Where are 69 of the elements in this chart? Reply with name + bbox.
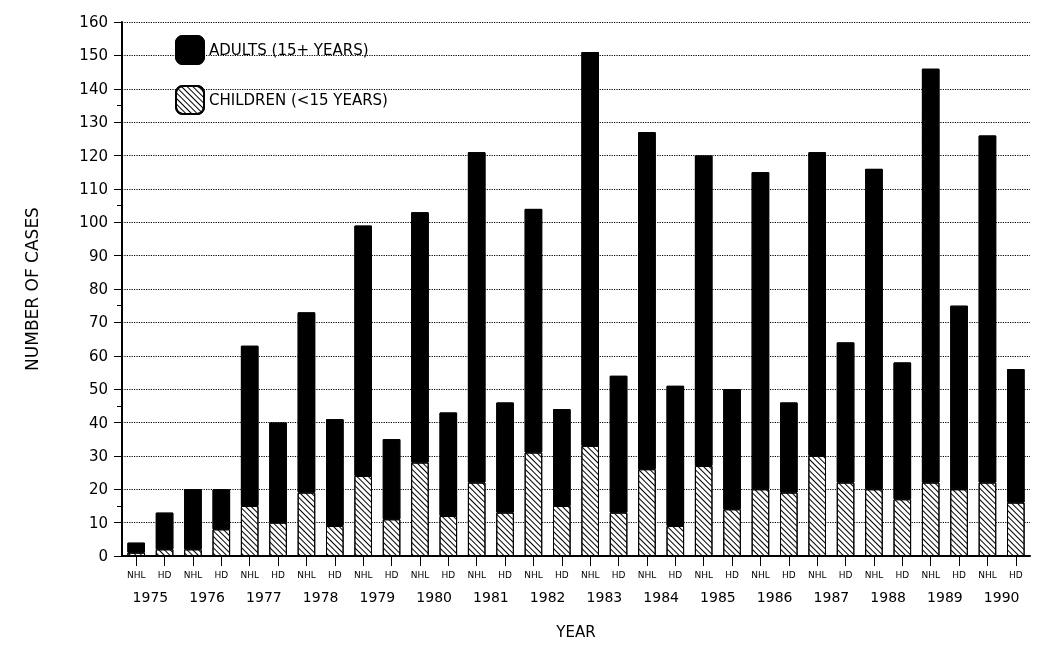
x-tick-label: HD xyxy=(895,569,910,580)
x-tick-label: HD xyxy=(327,569,342,580)
y-tick-label: 160 xyxy=(79,13,108,31)
x-tick-label: HD xyxy=(384,569,399,580)
y-tick-label: 60 xyxy=(88,346,108,365)
y-tick-label: 90 xyxy=(88,246,108,265)
x-tick-label: NHL xyxy=(580,569,600,580)
y-tick-label: 0 xyxy=(98,547,108,565)
text: 1988 xyxy=(870,589,906,605)
y-tick-label: 110 xyxy=(79,179,108,198)
y-tick-label: 20 xyxy=(88,480,108,499)
x-tick-label: HD xyxy=(1008,569,1023,580)
text: 1981 xyxy=(473,589,509,605)
x-tick-label: NHL xyxy=(978,569,997,580)
x-tick-label: HD xyxy=(668,569,683,580)
x-tick-label: HD xyxy=(214,569,229,580)
x-tick-label: HD xyxy=(554,569,569,580)
y-tick-label: 30 xyxy=(88,446,108,465)
y-tick-label: 10 xyxy=(88,513,108,532)
text: 1978 xyxy=(302,589,339,605)
y-axis-title: NUMBER OF CASES xyxy=(21,207,42,371)
y-tick-label: 100 xyxy=(79,213,108,232)
x-tick-label: NHL xyxy=(751,569,770,580)
text: 1979 xyxy=(359,589,396,605)
text: 1976 xyxy=(189,589,226,605)
x-tick-label: HD xyxy=(611,569,626,580)
x-tick-label: HD xyxy=(157,569,172,580)
x-tick-label: HD xyxy=(498,569,512,580)
y-tick-label: 70 xyxy=(88,313,108,332)
y-tick-label: 130 xyxy=(79,113,108,132)
x-tick-label: NHL xyxy=(694,569,713,580)
text: 1990 xyxy=(983,589,1020,605)
x-tick-label: NHL xyxy=(807,569,827,580)
text: 1989 xyxy=(927,589,963,605)
text: 1977 xyxy=(246,589,282,605)
x-tick-label: NHL xyxy=(297,569,316,580)
text: 1987 xyxy=(813,589,850,605)
text: 1975 xyxy=(132,589,169,605)
y-tick-label: 120 xyxy=(79,146,108,165)
x-tick-label: NHL xyxy=(240,569,259,580)
x-tick-label: HD xyxy=(781,569,796,580)
x-tick-label: NHL xyxy=(524,569,543,580)
x-tick-label: HD xyxy=(725,569,739,580)
y-tick-label: 150 xyxy=(79,46,108,65)
x-tick-label: HD xyxy=(441,569,456,580)
text: 1982 xyxy=(529,589,566,605)
x-tick-label: NHL xyxy=(126,569,146,580)
text: 1986 xyxy=(756,589,793,605)
legend-label: ADULTS (15+ YEARS) xyxy=(209,41,369,59)
x-tick-label: HD xyxy=(952,569,966,580)
x-tick-label: NHL xyxy=(410,569,430,580)
y-tick-label: 140 xyxy=(79,79,108,98)
y-tick-label: 40 xyxy=(88,413,108,432)
legend-label: CHILDREN (<15 YEARS) xyxy=(209,91,388,109)
y-tick-label: 80 xyxy=(88,280,108,298)
x-tick-label: NHL xyxy=(637,569,657,580)
x-tick-label: HD xyxy=(271,569,285,580)
text: 1984 xyxy=(643,589,680,605)
x-tick-label: NHL xyxy=(183,569,203,580)
text: 1983 xyxy=(586,589,623,605)
x-tick-label: NHL xyxy=(467,569,486,580)
x-tick-label: NHL xyxy=(353,569,373,580)
x-tick-label: NHL xyxy=(864,569,884,580)
x-axis-title: YEAR xyxy=(555,622,596,641)
x-tick-label: HD xyxy=(838,569,853,580)
text: 1980 xyxy=(416,589,452,605)
y-tick-label: 50 xyxy=(88,380,108,399)
text: 1985 xyxy=(700,589,736,605)
x-tick-label: NHL xyxy=(921,569,940,580)
